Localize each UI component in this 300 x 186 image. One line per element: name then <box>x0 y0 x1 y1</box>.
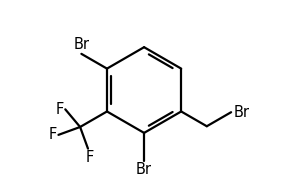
Text: F: F <box>56 102 64 117</box>
Text: Br: Br <box>136 162 152 177</box>
Text: Br: Br <box>234 105 250 120</box>
Text: F: F <box>85 150 94 165</box>
Text: Br: Br <box>74 37 89 52</box>
Text: F: F <box>49 127 57 142</box>
